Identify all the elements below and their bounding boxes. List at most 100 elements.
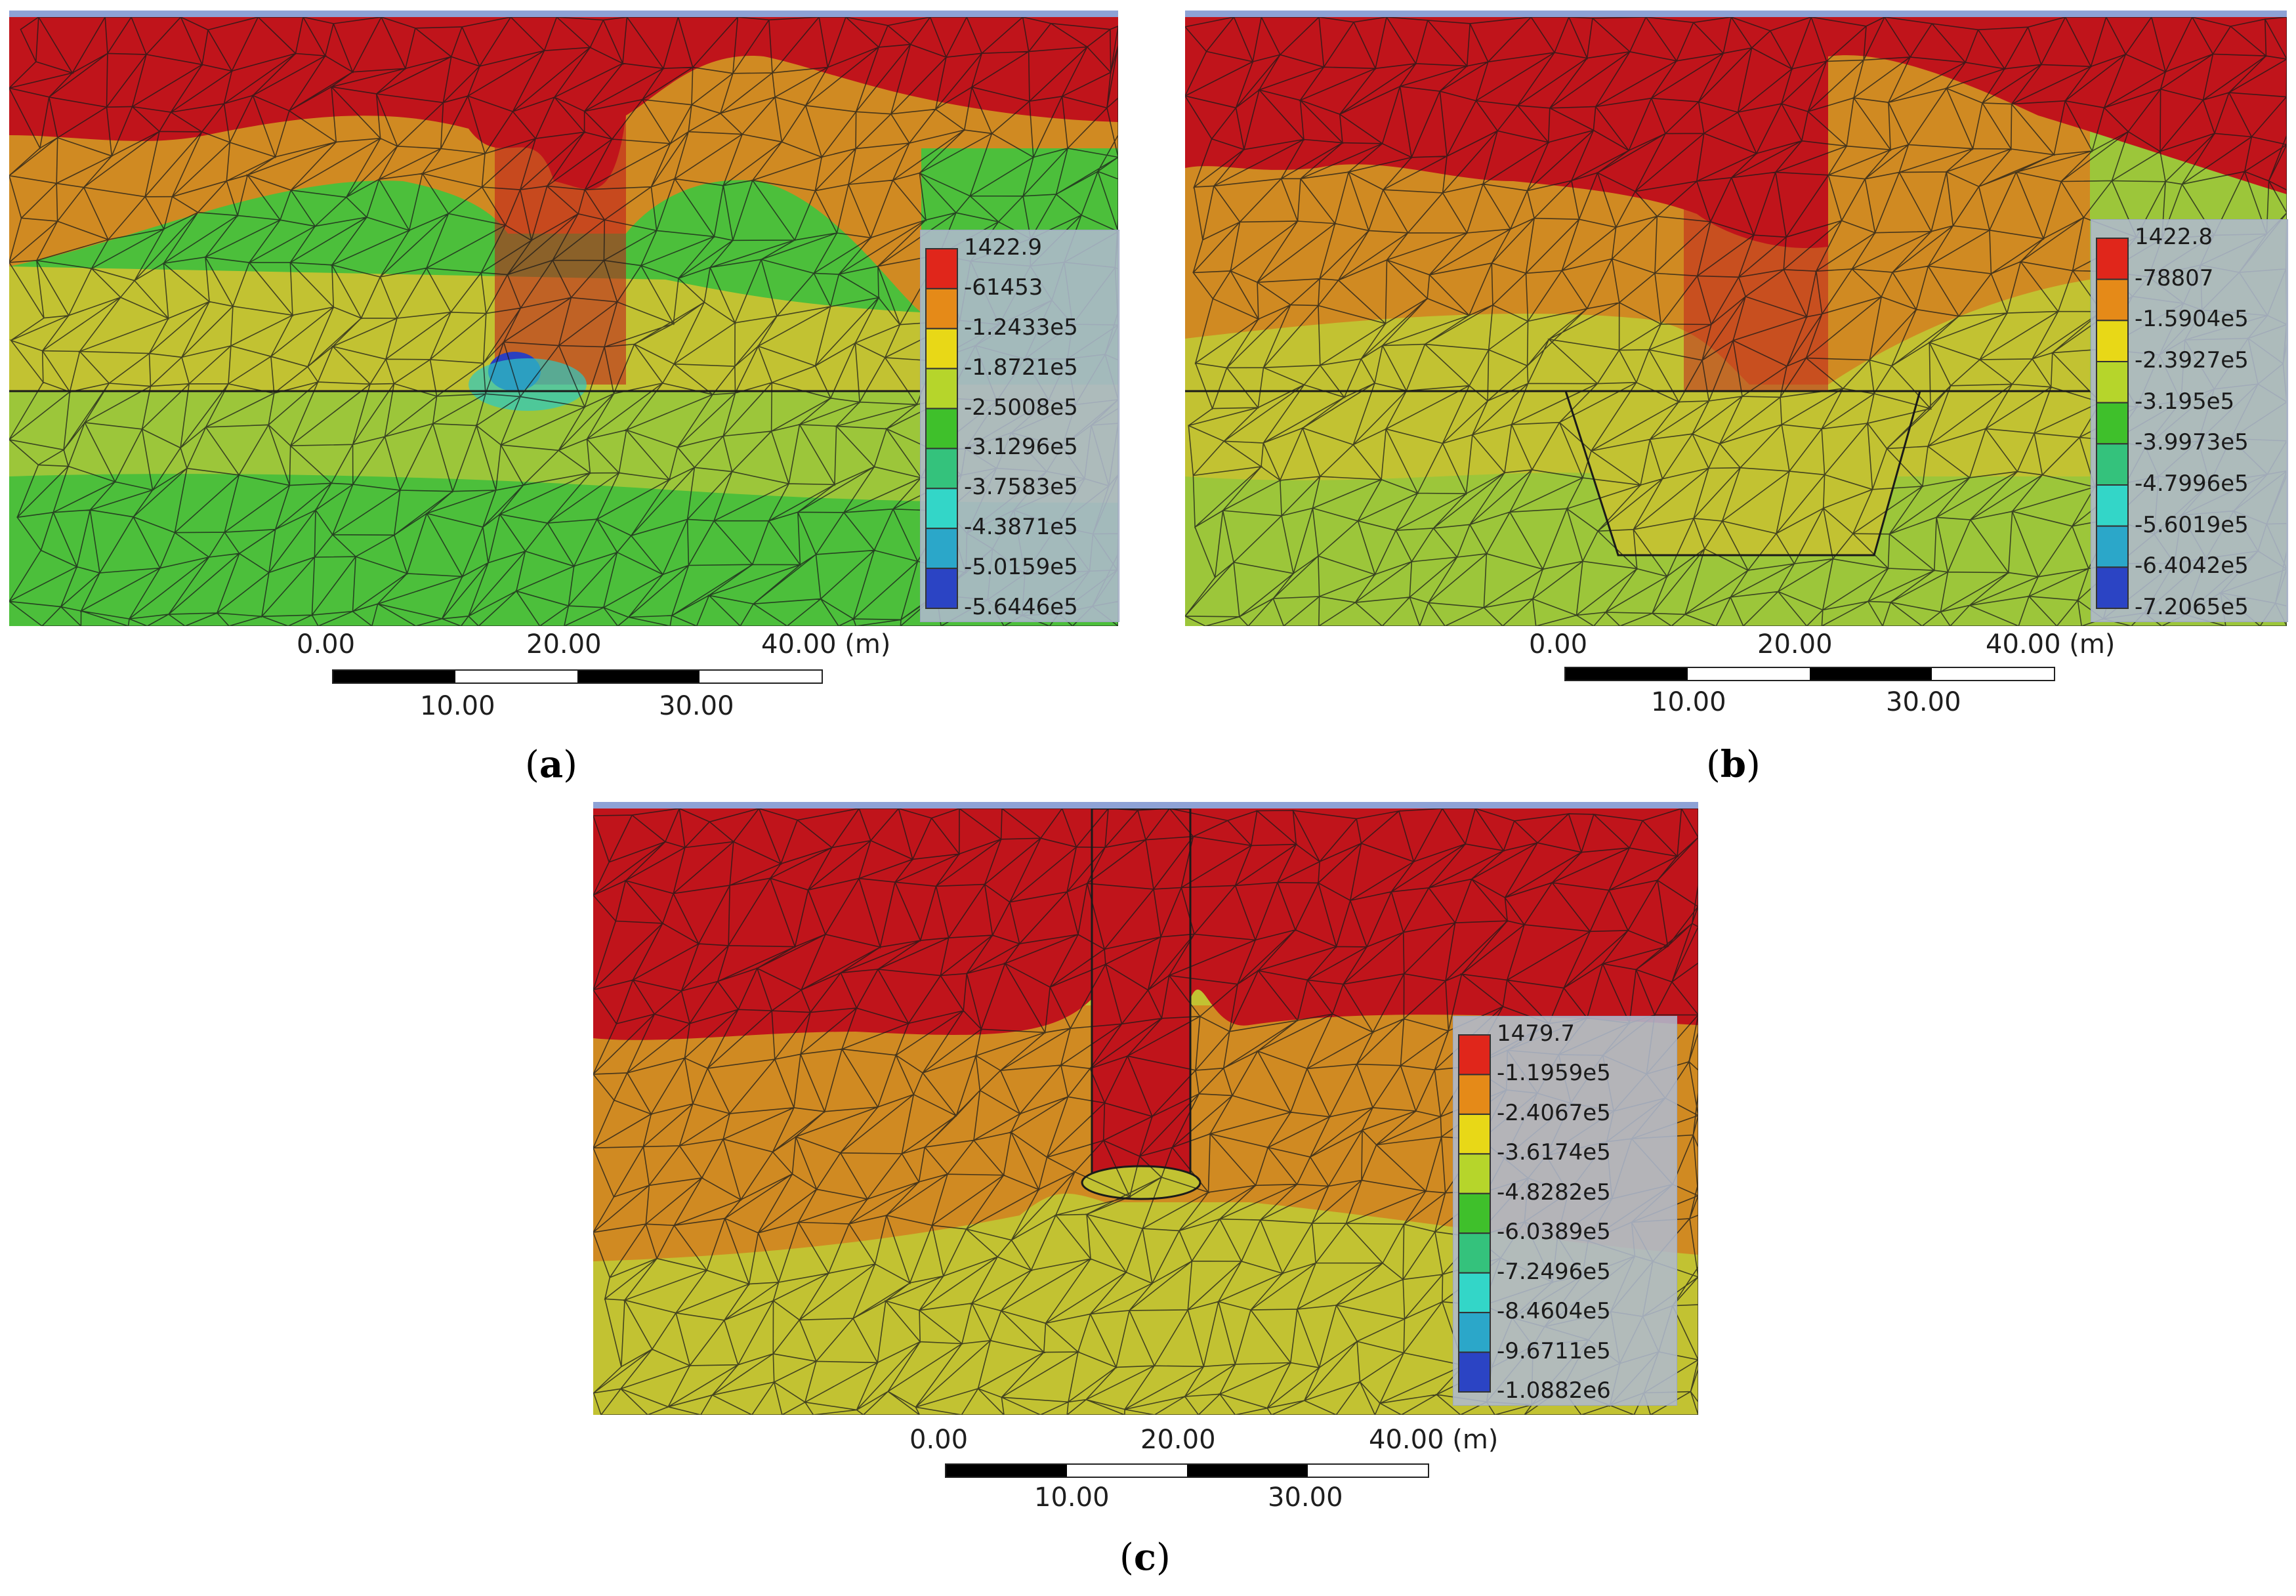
- scale-bar: [332, 669, 823, 684]
- legend-label: -1.5904e5: [2135, 306, 2249, 333]
- scale-tick-10: 10.00: [1034, 1482, 1110, 1513]
- legend-swatch: [925, 528, 958, 570]
- panel-a-legend-swatches: [925, 248, 958, 609]
- legend-label: -2.4067e5: [1497, 1099, 1611, 1126]
- legend-swatch: [925, 248, 958, 289]
- legend-label: -3.7583e5: [964, 474, 1078, 501]
- scale-tick-0: 0.00: [909, 1425, 969, 1455]
- scale-tick-30: 30.00: [1268, 1482, 1343, 1513]
- legend-label: -7.2496e5: [1497, 1258, 1611, 1285]
- scale-tick-30: 30.00: [659, 691, 734, 721]
- legend-label: -3.195e5: [2135, 388, 2235, 415]
- scale-tick-20: 20.00: [526, 629, 602, 660]
- legend-swatch: [1458, 1192, 1491, 1234]
- scale-tick-0: 0.00: [1529, 629, 1588, 660]
- legend-label: -5.6446e5: [964, 594, 1078, 620]
- legend-label: -3.9973e5: [2135, 429, 2249, 456]
- legend-label: -4.8282e5: [1497, 1179, 1611, 1206]
- mesh-lines: [1185, 17, 2287, 626]
- panel-a: 1422.9 -61453 -1.2433e5 -1.8721e5 -2.5008e5 -…: [9, 10, 1119, 626]
- legend-label: -2.5008e5: [964, 394, 1078, 421]
- legend-swatch: [1458, 1113, 1491, 1155]
- legend-label: -2.3927e5: [2135, 347, 2249, 373]
- panel-c-legend-swatches: [1458, 1034, 1491, 1393]
- panel-a-mesh: [9, 17, 1118, 626]
- legend-swatch: [925, 368, 958, 410]
- legend-swatch: [1458, 1351, 1491, 1393]
- legend-swatch: [2096, 278, 2129, 322]
- legend-label: -5.6019e5: [2135, 511, 2249, 538]
- mesh-lines: [593, 808, 1698, 1415]
- scale-tick-40: 40.00 (m): [1986, 629, 2116, 660]
- legend-label: -8.4604e5: [1497, 1298, 1611, 1325]
- panel-c: 1479.7 -1.1959e5 -2.4067e5 -3.6174e5 -4.8282…: [593, 802, 1698, 1415]
- legend-swatch: [1458, 1232, 1491, 1274]
- scale-bar: [945, 1463, 1429, 1478]
- legend-label: -78807: [2135, 264, 2214, 291]
- scale-tick-20: 20.00: [1757, 629, 1833, 660]
- legend-label: 1422.9: [964, 234, 1042, 261]
- panel-c-caption: (c): [1119, 1536, 1171, 1579]
- scale-tick-10: 10.00: [1651, 687, 1726, 717]
- legend-swatch: [1458, 1312, 1491, 1353]
- scale-tick-40: 40.00 (m): [761, 629, 891, 660]
- legend-swatch: [925, 568, 958, 609]
- legend-label: -3.6174e5: [1497, 1139, 1611, 1166]
- legend-label: 1422.8: [2135, 224, 2213, 250]
- legend-swatch: [1458, 1272, 1491, 1314]
- pile-tip: [1081, 1165, 1201, 1200]
- legend-swatch: [2096, 484, 2129, 527]
- panel-b-mesh: [1185, 17, 2287, 626]
- legend-swatch: [2096, 238, 2129, 280]
- legend-label: -61453: [964, 274, 1043, 301]
- legend-label: -1.8721e5: [964, 354, 1078, 381]
- contour-band-4: [9, 385, 1118, 503]
- panel-c-mesh: [593, 808, 1698, 1415]
- pile-column: [1684, 17, 1828, 391]
- panel-b-caption: (b): [1706, 743, 1761, 786]
- legend-label: 1479.7: [1497, 1020, 1575, 1047]
- legend-swatch: [1458, 1034, 1491, 1076]
- panel-c-contour-field: [593, 808, 1698, 1415]
- legend-label: -1.1959e5: [1497, 1060, 1611, 1087]
- legend-swatch: [2096, 566, 2129, 609]
- scale-tick-20: 20.00: [1140, 1425, 1216, 1455]
- legend-label: -6.4042e5: [2135, 553, 2249, 579]
- contour-band-3: [9, 266, 921, 391]
- legend-swatch: [2096, 320, 2129, 362]
- panel-a-titlebar: [9, 10, 1118, 17]
- scale-tick-30: 30.00: [1886, 687, 1961, 717]
- legend-swatch: [2096, 525, 2129, 568]
- legend-swatch: [925, 287, 958, 329]
- legend-label: -6.0389e5: [1497, 1219, 1611, 1246]
- legend-label: -4.7996e5: [2135, 471, 2249, 497]
- legend-label: -4.3871e5: [964, 514, 1078, 541]
- legend-swatch: [2096, 443, 2129, 486]
- panel-c-titlebar: [593, 802, 1698, 808]
- scale-bar: [1564, 667, 2055, 681]
- legend-swatch: [2096, 361, 2129, 404]
- panel-b-contour-field: [1185, 17, 2287, 626]
- legend-swatch: [2096, 402, 2129, 445]
- legend-label: -1.2433e5: [964, 314, 1078, 341]
- legend-swatch: [1458, 1074, 1491, 1115]
- scale-tick-10: 10.00: [420, 691, 495, 721]
- panel-c-legend: 1479.7 -1.1959e5 -2.4067e5 -3.6174e5 -4.8282…: [1453, 1016, 1677, 1406]
- legend-label: -5.0159e5: [964, 554, 1078, 581]
- legend-swatch: [925, 408, 958, 450]
- scale-tick-40: 40.00 (m): [1369, 1425, 1499, 1455]
- pile-column: [495, 17, 626, 385]
- legend-swatch: [925, 327, 958, 369]
- legend-swatch: [925, 448, 958, 490]
- panel-b-titlebar: [1185, 10, 2287, 17]
- panel-a-legend: 1422.9 -61453 -1.2433e5 -1.8721e5 -2.5008e5 -…: [920, 230, 1119, 622]
- legend-label: -3.1296e5: [964, 434, 1078, 461]
- legend-label: -1.0882e6: [1497, 1377, 1611, 1404]
- legend-swatch: [1458, 1153, 1491, 1194]
- legend-swatch: [925, 488, 958, 530]
- legend-label: -7.2065e5: [2135, 594, 2249, 620]
- panel-b-legend: 1422.8 -78807 -1.5904e5 -2.3927e5 -3.195e5 -3…: [2091, 219, 2288, 622]
- pile-column: [1091, 808, 1192, 1177]
- mesh-lines: [9, 17, 1118, 626]
- stress-halo: [469, 358, 587, 411]
